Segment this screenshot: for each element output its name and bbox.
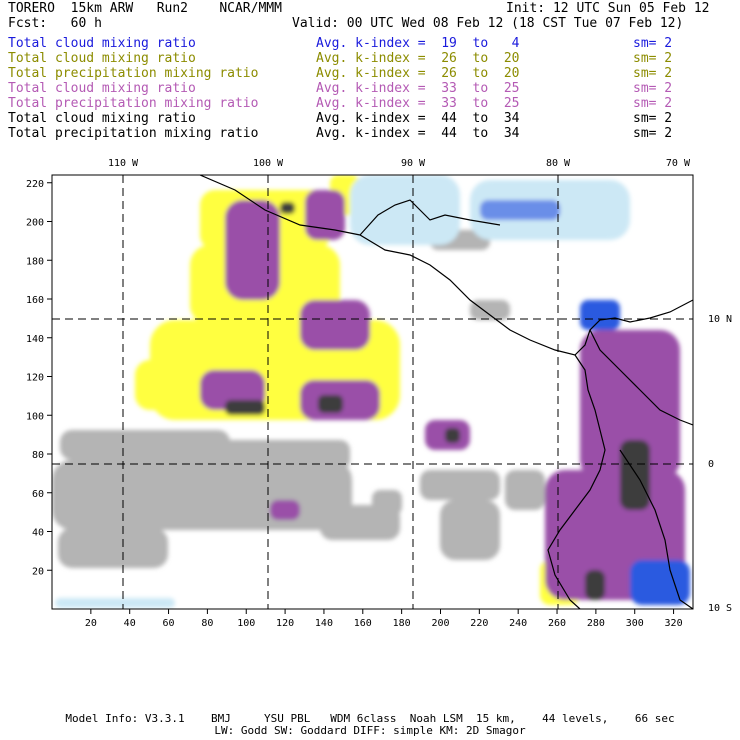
- longitude-labels: 110 W 100 W 90 W 80 W 70 W: [108, 158, 691, 169]
- legend-smoothing: sm= 2: [633, 111, 673, 126]
- x-tick-label: 60: [163, 618, 175, 629]
- legend-smoothing: sm= 2: [633, 36, 673, 51]
- x-tick-label: 40: [124, 618, 136, 629]
- legend-smoothing: sm= 2: [633, 81, 673, 96]
- latitude-labels: 10 N 0 10 S: [708, 314, 732, 614]
- legend-field: Total precipitation mixing ratio: [8, 96, 259, 111]
- longitude-label: 100 W: [253, 158, 284, 169]
- legend-field: Total cloud mixing ratio: [8, 36, 196, 51]
- latitude-label: 10 S: [708, 603, 732, 614]
- legend-k-index: Avg. k-index = 26 to 20: [316, 66, 520, 81]
- x-tick-label: 180: [393, 618, 411, 629]
- x-tick-label: 320: [665, 618, 683, 629]
- legend-k-index: Avg. k-index = 26 to 20: [316, 51, 520, 66]
- valid-time: Valid: 00 UTC Wed 08 Feb 12 (18 CST Tue …: [292, 16, 684, 31]
- x-tick-label: 240: [509, 618, 527, 629]
- gray-cloud-field: [52, 230, 545, 568]
- legend-k-index: Avg. k-index = 33 to 25: [316, 81, 520, 96]
- legend-field: Total precipitation mixing ratio: [8, 66, 259, 81]
- forecast-hour: Fcst: 60 h: [8, 16, 102, 31]
- x-tick-label: 140: [315, 618, 333, 629]
- longitude-label: 80 W: [546, 158, 571, 169]
- legend-k-index: Avg. k-index = 19 to 4: [316, 36, 520, 51]
- legend-k-index: Avg. k-index = 33 to 25: [316, 96, 520, 111]
- y-tick-label: 60: [32, 489, 44, 500]
- x-tick-label: 280: [587, 618, 605, 629]
- blue-field: [55, 175, 690, 608]
- x-tick-label: 120: [276, 618, 294, 629]
- y-tick-label: 220: [26, 179, 44, 190]
- y-tick-label: 20: [32, 566, 44, 577]
- y-tick-label: 160: [26, 295, 44, 306]
- x-tick-label: 20: [85, 618, 97, 629]
- x-tick-label: 100: [237, 618, 255, 629]
- physics-info-line: LW: Godd SW: Goddard DIFF: simple KM: 2D…: [214, 724, 526, 737]
- precip-fields: [52, 175, 690, 608]
- x-tick-label: 80: [201, 618, 213, 629]
- dark-core-field: [225, 202, 650, 600]
- x-tick-label: 260: [548, 618, 566, 629]
- legend-smoothing: sm= 2: [633, 66, 673, 81]
- longitude-label: 110 W: [108, 158, 139, 169]
- legend-smoothing: sm= 2: [633, 96, 673, 111]
- legend-k-index: Avg. k-index = 44 to 34: [316, 111, 520, 126]
- longitude-label: 70 W: [666, 158, 691, 169]
- latitude-label: 10 N: [708, 314, 732, 325]
- latitude-label: 0: [708, 459, 714, 470]
- y-tick-label: 140: [26, 334, 44, 345]
- legend-smoothing: sm= 2: [633, 126, 673, 141]
- graticule: [52, 175, 693, 609]
- x-tick-label: 300: [626, 618, 644, 629]
- y-tick-label: 180: [26, 256, 44, 267]
- y-tick-label: 80: [32, 450, 44, 461]
- legend-smoothing: sm= 2: [633, 51, 673, 66]
- legend-field: Total cloud mixing ratio: [8, 111, 196, 126]
- y-tick-label: 100: [26, 411, 44, 422]
- legend-k-index: Avg. k-index = 44 to 34: [316, 126, 520, 141]
- model-run-title: TORERO 15km ARW Run2 NCAR/MMM: [8, 1, 282, 16]
- y-tick-label: 120: [26, 373, 44, 384]
- y-tick-label: 40: [32, 528, 44, 539]
- x-tick-label: 160: [354, 618, 372, 629]
- legend-field: Total cloud mixing ratio: [8, 81, 196, 96]
- legend-field: Total precipitation mixing ratio: [8, 126, 259, 141]
- longitude-label: 90 W: [401, 158, 426, 169]
- init-time: Init: 12 UTC Sun 05 Feb 12: [506, 1, 710, 16]
- y-tick-label: 200: [26, 218, 44, 229]
- axis-ticks: 20 40 60 80 100 120 140 160 180 200 220 240 260 280 30…: [26, 179, 683, 629]
- x-tick-label: 200: [431, 618, 449, 629]
- map-frame: [51, 174, 694, 610]
- x-tick-label: 220: [470, 618, 488, 629]
- model-info-line: Model Info: V3.3.1 BMJ YSU PBL WDM 6clas…: [65, 712, 675, 725]
- legend-field: Total cloud mixing ratio: [8, 51, 196, 66]
